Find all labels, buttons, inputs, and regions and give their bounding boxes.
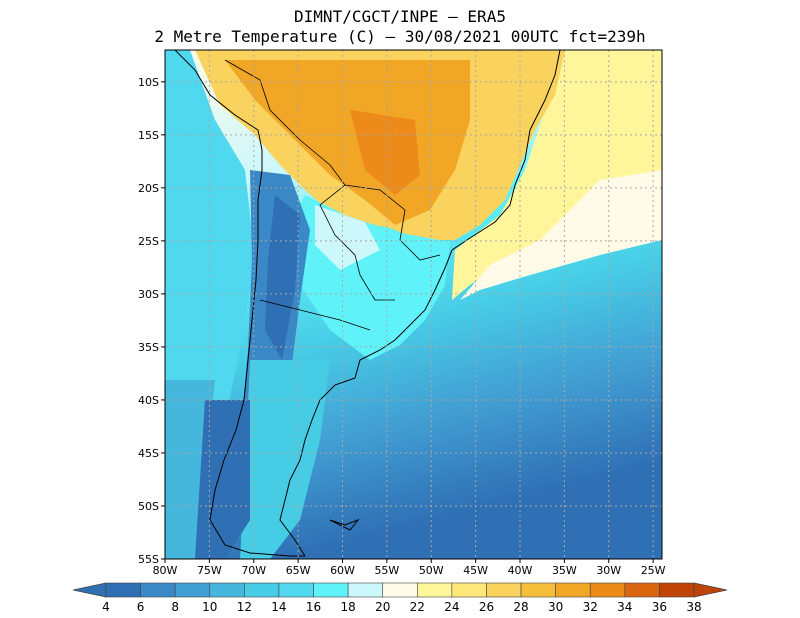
lat-tick-label: 15S	[138, 129, 159, 142]
colorbar-label: 6	[137, 600, 145, 614]
colorbar-swatch	[105, 582, 141, 598]
west-coastline	[174, 50, 305, 557]
colorbar-swatch	[174, 582, 211, 598]
lat-tick-label: 50S	[138, 500, 159, 513]
colorbar-swatch	[589, 582, 626, 598]
lat-tick-label: 55S	[138, 553, 159, 566]
temperature-field	[165, 50, 662, 559]
warm-ocean-band	[452, 50, 662, 300]
lat-tick-label: 40S	[138, 394, 159, 407]
lon-tick-label: 45W	[463, 564, 488, 577]
axis-ticks: 80W 75W 70W 65W 60W 55W 50W 45W 40W 35W 30W 25W 10S 1…	[138, 76, 666, 577]
colorbar-label: 18	[340, 600, 355, 614]
map-frame	[164, 49, 663, 560]
lat-tick-label: 25S	[138, 235, 159, 248]
lon-tick-label: 80W	[153, 564, 178, 577]
lon-tick-label: 60W	[330, 564, 355, 577]
colorbar-swatch	[244, 582, 280, 598]
colorbar: 4 6 8 10 12 14 16 18 20 22 24 26 28 30 32 34 36 38	[72, 582, 728, 614]
mild-ocean-band	[460, 170, 662, 300]
lon-tick-label: 50W	[419, 564, 444, 577]
lon-tick-label: 55W	[374, 564, 399, 577]
colorbar-label: 14	[271, 600, 286, 614]
lon-tick-label: 75W	[197, 564, 222, 577]
colorbar-label: 16	[306, 600, 321, 614]
colorbar-arrow-high	[693, 582, 728, 598]
colorbar-swatch	[659, 582, 695, 598]
lon-tick-label: 70W	[241, 564, 266, 577]
colorbar-swatch	[555, 582, 591, 598]
lon-tick-label: 30W	[596, 564, 621, 577]
colorbar-label: 24	[444, 600, 459, 614]
colorbar-arrow-low	[72, 582, 107, 598]
colorbar-swatch	[313, 582, 349, 598]
coastlines	[174, 50, 561, 557]
continent-central-mild	[315, 205, 380, 270]
colorbar-swatch	[624, 582, 660, 598]
colorbar-label: 32	[583, 600, 598, 614]
pacific-south-field	[165, 380, 215, 559]
colorbar-label: 38	[686, 600, 701, 614]
lon-tick-label: 40W	[508, 564, 533, 577]
colorbar-label: 10	[202, 600, 217, 614]
colorbar-swatch	[347, 582, 384, 598]
lat-tick-label: 35S	[138, 341, 159, 354]
colorbar-label: 36	[652, 600, 667, 614]
lon-tick-label: 25W	[641, 564, 666, 577]
colorbar-swatch	[451, 582, 487, 598]
colorbar-label: 22	[410, 600, 425, 614]
colorbar-swatch	[520, 582, 556, 598]
chart-title-line-1: DIMNT/CGCT/INPE – ERA5	[294, 7, 506, 26]
chart-title-line-2: 2 Metre Temperature (C) – 30/08/2021 00U…	[154, 27, 646, 46]
east-coastline	[279, 50, 561, 557]
colorbar-swatch	[382, 582, 418, 598]
country-borders-3	[259, 299, 371, 331]
colorbar-swatch	[416, 582, 453, 598]
continent-hottest-core	[350, 110, 420, 195]
country-borders	[224, 59, 395, 301]
colorbar-label: 34	[617, 600, 632, 614]
colorbar-swatch	[209, 582, 245, 598]
andes-coldest-belt	[265, 195, 300, 360]
colorbar-label: 8	[171, 600, 179, 614]
colorbar-swatch	[278, 582, 314, 598]
lon-tick-label: 65W	[286, 564, 311, 577]
lat-tick-label: 20S	[138, 182, 159, 195]
colorbar-label: 28	[513, 600, 528, 614]
lon-tick-label: 35W	[552, 564, 577, 577]
patagonia-west-cold	[195, 400, 250, 559]
colorbar-label: 12	[237, 600, 252, 614]
colorbar-label: 30	[548, 600, 563, 614]
lat-tick-label: 45S	[138, 447, 159, 460]
patagonia-field	[240, 360, 330, 559]
colorbar-swatch	[486, 582, 522, 598]
colorbar-label: 20	[375, 600, 390, 614]
lat-tick-label: 10S	[138, 76, 159, 89]
country-borders-2	[344, 184, 441, 261]
colorbar-swatch	[140, 582, 176, 598]
lat-tick-label: 30S	[138, 288, 159, 301]
colorbar-label: 26	[479, 600, 494, 614]
colorbar-label: 4	[102, 600, 110, 614]
falkland-islands	[329, 518, 360, 531]
